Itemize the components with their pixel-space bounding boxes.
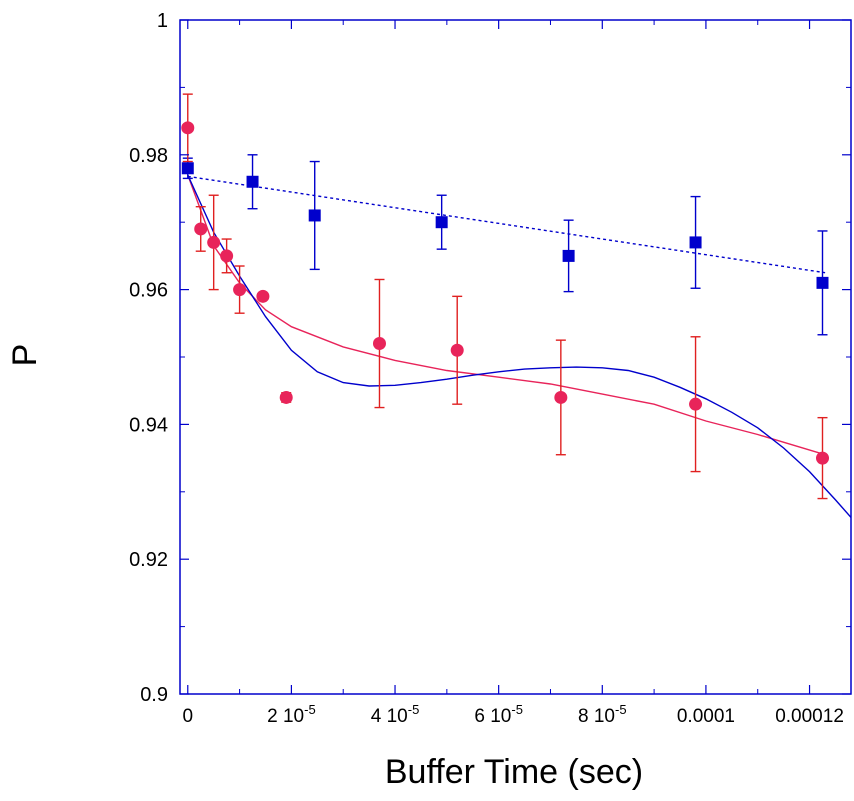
data-point-square xyxy=(308,209,321,222)
data-point-circle xyxy=(279,390,293,404)
x-tick-label: 2 10-5 xyxy=(267,702,316,727)
data-point-square xyxy=(435,216,448,229)
fit-curve-2 xyxy=(187,174,826,456)
y-tick-label: 0.9 xyxy=(140,684,168,706)
x-tick-label: 8 10-5 xyxy=(578,702,627,727)
x-axis-title: Buffer Time (sec) xyxy=(385,753,643,791)
x-tick-label: 6 10-5 xyxy=(474,702,523,727)
x-tick-label: 0.0001 xyxy=(677,706,735,727)
data-point-square xyxy=(689,236,702,249)
x-tick-label: 4 10-5 xyxy=(371,702,420,727)
data-point-circle xyxy=(220,249,234,263)
y-tick-label: 1 xyxy=(157,10,168,32)
data-point-circle xyxy=(372,337,386,351)
data-point-circle xyxy=(194,222,208,236)
plot-content xyxy=(181,93,851,518)
fit-curve-1 xyxy=(187,175,826,274)
data-point-circle xyxy=(689,397,703,411)
data-point-circle xyxy=(207,235,221,249)
y-tick-label: 0.96 xyxy=(129,280,168,302)
y-axis-title: P xyxy=(6,344,44,367)
fit-curve-3 xyxy=(187,174,851,518)
data-point-circle xyxy=(816,451,830,465)
ticks-layer: 0.9 0.92 0.94 0.96 0.98 1 0 2 10-5 4 10-5 6 10-5 8… xyxy=(129,10,851,727)
data-point-circle xyxy=(181,121,195,135)
plot-frame xyxy=(179,19,852,695)
data-point-circle xyxy=(554,390,568,404)
data-point-circle xyxy=(233,283,247,297)
data-point-square xyxy=(816,276,829,289)
x-tick-label: 0 xyxy=(182,706,193,727)
y-tick-label: 0.98 xyxy=(129,145,168,167)
data-point-circle xyxy=(256,289,270,303)
y-tick-label: 0.92 xyxy=(129,549,168,571)
data-point-square xyxy=(181,162,194,175)
data-point-square xyxy=(562,249,575,262)
x-tick-label: 0.00012 xyxy=(775,706,844,727)
y-tick-label: 0.94 xyxy=(129,414,168,436)
data-point-square xyxy=(246,175,259,188)
data-point-circle xyxy=(450,343,464,357)
